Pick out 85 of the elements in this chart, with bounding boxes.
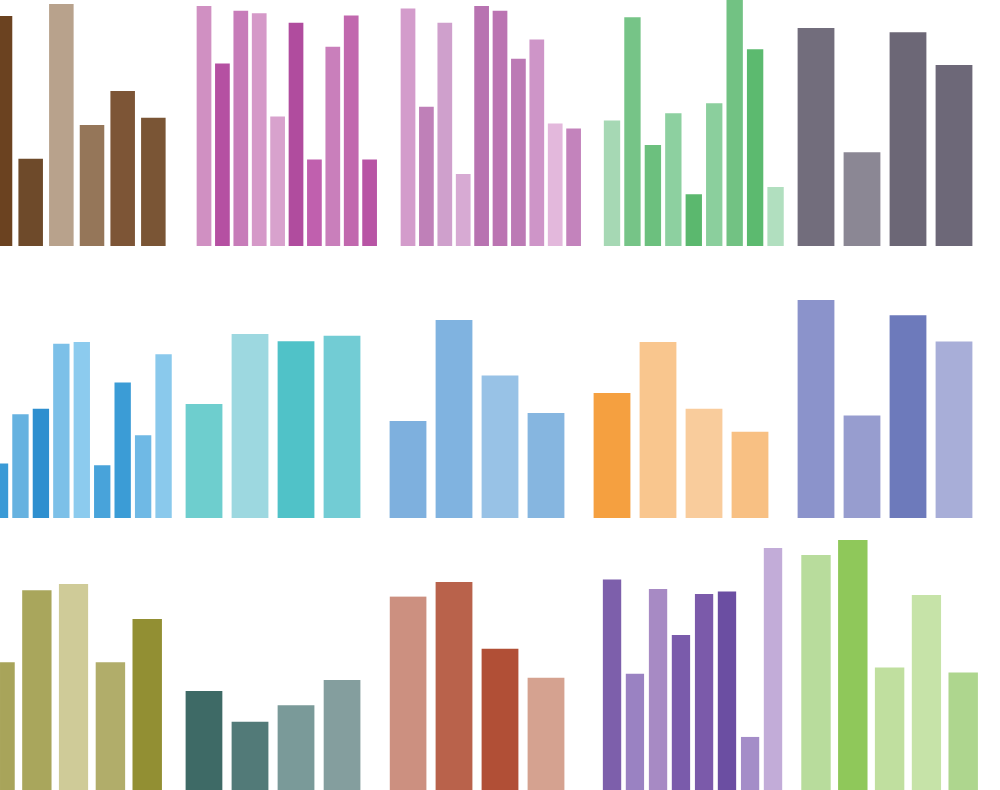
bar [12, 414, 29, 518]
bar [797, 27, 835, 246]
bar [717, 591, 737, 790]
bar [307, 159, 322, 246]
bar [362, 159, 377, 246]
bar [400, 8, 416, 246]
bar [740, 736, 760, 790]
bar [343, 15, 359, 246]
bar [389, 420, 427, 518]
bar [474, 5, 489, 246]
bar [323, 335, 361, 518]
bar [706, 103, 723, 246]
bar [215, 63, 230, 246]
bar [527, 677, 565, 790]
bar [797, 299, 835, 518]
bar [948, 672, 978, 790]
bar [114, 382, 131, 518]
bar [79, 124, 105, 246]
bar [32, 408, 50, 518]
bar [419, 106, 434, 246]
bar [935, 341, 973, 518]
bar [95, 662, 126, 790]
bar [481, 648, 519, 790]
bar [843, 152, 881, 246]
bar [602, 579, 622, 790]
bar [511, 58, 526, 246]
bar [767, 186, 784, 246]
bar [455, 173, 471, 246]
bar [547, 123, 563, 246]
bar [566, 128, 581, 246]
bar [911, 594, 942, 790]
bar [838, 539, 868, 790]
bar [325, 46, 341, 246]
bar [141, 117, 166, 246]
bar [593, 393, 631, 518]
bar [196, 5, 212, 246]
bar [110, 91, 135, 246]
bar [694, 593, 714, 790]
bar [481, 375, 519, 518]
bar [639, 341, 677, 518]
bar [49, 3, 74, 246]
bar [132, 618, 162, 790]
bar [18, 158, 43, 246]
bar [671, 635, 691, 790]
bar [529, 39, 545, 246]
bar [746, 49, 764, 246]
bar [763, 547, 783, 790]
bar [73, 341, 90, 518]
bar [492, 10, 508, 246]
bar [134, 435, 152, 518]
bar [94, 465, 111, 518]
bar [801, 554, 831, 790]
bar [58, 583, 89, 790]
bar [231, 721, 269, 790]
bar [323, 679, 361, 790]
bar [625, 673, 645, 790]
bar [935, 65, 973, 246]
bar [288, 22, 304, 246]
bar [22, 590, 52, 790]
bar [889, 315, 927, 518]
bar [231, 333, 269, 518]
bar [843, 415, 881, 518]
bar [527, 413, 565, 518]
bar [185, 403, 223, 518]
bar [53, 343, 70, 518]
bar [685, 194, 702, 246]
bar [435, 319, 473, 518]
bar [155, 354, 172, 518]
bar [726, 0, 743, 246]
bar [648, 589, 668, 790]
bar [665, 113, 682, 246]
bar [277, 341, 315, 518]
bar [603, 120, 621, 246]
bar [624, 17, 641, 246]
bar [874, 667, 905, 790]
bar [233, 10, 249, 246]
bar [889, 32, 927, 246]
bar [437, 22, 453, 246]
bar [685, 408, 723, 518]
bar [435, 581, 473, 790]
bar [644, 145, 662, 246]
bar [389, 596, 427, 790]
bar [185, 690, 223, 790]
bar [277, 705, 315, 790]
bar [731, 431, 769, 518]
